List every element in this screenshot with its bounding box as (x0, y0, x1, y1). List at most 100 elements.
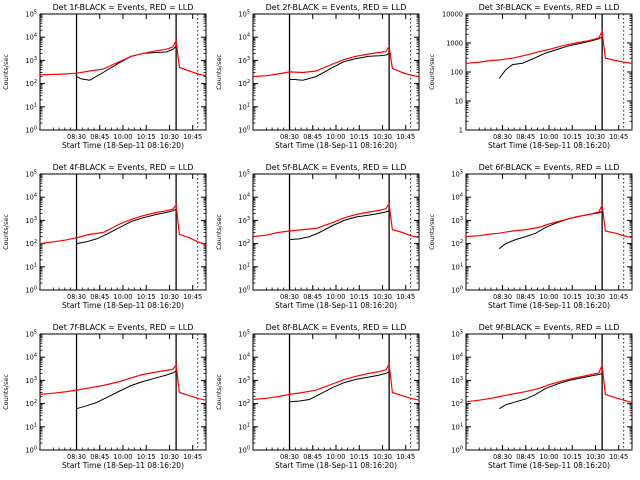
x-axis-label: Start Time (18-Sep-11 08:16:20) (275, 461, 397, 470)
series-events-black (498, 211, 603, 250)
plot-frame (252, 333, 420, 451)
y-tick-label: 104 (451, 193, 463, 202)
x-tick-label: 10:15 (350, 453, 369, 461)
chart-panel-8: Det 8f-BLACK = Events, RED = LLD 100 101 10… (215, 323, 420, 470)
chart-title: Det 8f-BLACK = Events, RED = LLD (266, 323, 407, 332)
y-tick-label: 105 (238, 330, 250, 339)
y-tick-label: 103 (238, 56, 250, 65)
x-tick-label: 08:45 (516, 293, 535, 301)
x-axis-label: Start Time (18-Sep-11 08:16:20) (62, 141, 184, 150)
x-tick-label: 10:30 (373, 453, 392, 461)
x-tick-label: 08:45 (303, 293, 322, 301)
chart-panel-9: Det 9f-BLACK = Events, RED = LLD 100 101 10… (451, 323, 633, 470)
x-tick-label: 08:30 (493, 293, 512, 301)
y-tick-label: 102 (25, 239, 37, 248)
chart-title: Det 9f-BLACK = Events, RED = LLD (479, 323, 620, 332)
x-axis-label: Start Time (18-Sep-11 08:16:20) (488, 141, 610, 150)
y-tick-label: 100 (451, 286, 463, 295)
y-tick-label: 10000 (442, 11, 463, 19)
x-tick-label: 10:45 (183, 133, 202, 141)
chart-title: Det 1f-BLACK = Events, RED = LLD (53, 3, 194, 12)
y-tick-label: 100 (25, 286, 37, 295)
x-tick-label: 08:30 (493, 133, 512, 141)
series-lld-red (465, 362, 633, 404)
y-axis-label: Counts/sec (2, 54, 10, 90)
y-tick-label: 101 (238, 102, 250, 111)
y-tick-label: 105 (238, 170, 250, 179)
x-tick-label: 10:30 (586, 133, 605, 141)
series-events-black (289, 371, 390, 403)
y-tick-label: 101 (451, 262, 463, 271)
y-tick-label: 101 (25, 422, 37, 431)
series-events-black (76, 370, 177, 410)
series-events-black (289, 52, 390, 81)
y-tick-label: 104 (25, 353, 37, 362)
series-lld-red (252, 362, 420, 401)
chart-title: Det 6f-BLACK = Events, RED = LLD (479, 163, 620, 172)
x-tick-label: 10:30 (160, 453, 179, 461)
x-tick-label: 10:30 (373, 133, 392, 141)
series-lld-red (39, 363, 207, 401)
y-axis-label: Counts/sec (215, 54, 223, 90)
y-tick-label: 103 (451, 216, 463, 225)
y-tick-label: 100 (25, 446, 37, 455)
x-axis-label: Start Time (18-Sep-11 08:16:20) (488, 461, 610, 470)
y-tick-label: 101 (238, 422, 250, 431)
plot-frame (39, 13, 207, 131)
x-tick-label: 10:45 (396, 293, 415, 301)
y-axis-label: Counts/sec (428, 214, 436, 250)
x-tick-label: 10:30 (586, 453, 605, 461)
series-lld-red (39, 203, 207, 246)
x-axis-label: Start Time (18-Sep-11 08:16:20) (488, 301, 610, 310)
x-tick-label: 08:45 (516, 133, 535, 141)
chart-title: Det 4f-BLACK = Events, RED = LLD (53, 163, 194, 172)
y-tick-label: 102 (238, 399, 250, 408)
series-events-black (289, 210, 390, 240)
y-tick-label: 102 (451, 239, 463, 248)
x-tick-label: 08:45 (303, 133, 322, 141)
y-tick-label: 105 (451, 170, 463, 179)
x-tick-label: 10:00 (113, 293, 132, 301)
x-tick-label: 10:15 (137, 133, 156, 141)
x-tick-label: 10:00 (539, 133, 558, 141)
chart-panel-2: Det 2f-BLACK = Events, RED = LLD 100 101 10… (215, 3, 420, 150)
y-tick-label: 103 (25, 216, 37, 225)
x-tick-label: 08:45 (90, 133, 109, 141)
chart-panel-1: Det 1f-BLACK = Events, RED = LLD 100 101 10… (2, 3, 207, 150)
x-tick-label: 10:30 (373, 293, 392, 301)
y-axis-label: Counts/sec (428, 54, 436, 90)
x-tick-label: 10:00 (326, 453, 345, 461)
y-tick-label: 1 (459, 127, 463, 135)
x-tick-label: 10:15 (137, 293, 156, 301)
y-tick-label: 102 (25, 79, 37, 88)
x-tick-label: 10:15 (350, 293, 369, 301)
x-axis-label: Start Time (18-Sep-11 08:16:20) (62, 301, 184, 310)
x-tick-label: 10:00 (539, 293, 558, 301)
x-tick-label: 08:45 (90, 293, 109, 301)
y-tick-label: 101 (451, 422, 463, 431)
y-tick-label: 105 (238, 10, 250, 19)
x-tick-label: 10:45 (183, 293, 202, 301)
x-tick-label: 10:00 (113, 453, 132, 461)
series-lld-red (465, 203, 633, 239)
y-tick-label: 103 (25, 376, 37, 385)
x-tick-label: 08:45 (516, 453, 535, 461)
x-tick-label: 08:45 (303, 453, 322, 461)
x-tick-label: 10:15 (563, 453, 582, 461)
x-tick-label: 10:45 (396, 453, 415, 461)
x-tick-label: 10:15 (563, 293, 582, 301)
x-tick-label: 10:15 (137, 453, 156, 461)
y-axis-label: Counts/sec (2, 374, 10, 410)
plot-frame (252, 13, 420, 131)
y-tick-label: 102 (238, 79, 250, 88)
y-tick-label: 105 (25, 330, 37, 339)
y-axis-label: Counts/sec (2, 214, 10, 250)
plot-frame (465, 173, 633, 291)
series-lld-red (465, 29, 633, 64)
plot-frame (39, 173, 207, 291)
x-tick-label: 10:00 (326, 293, 345, 301)
chart-panel-7: Det 7f-BLACK = Events, RED = LLD 100 101 10… (2, 323, 207, 470)
chart-panel-5: Det 5f-BLACK = Events, RED = LLD 100 101 10… (215, 163, 420, 310)
y-tick-label: 104 (25, 193, 37, 202)
